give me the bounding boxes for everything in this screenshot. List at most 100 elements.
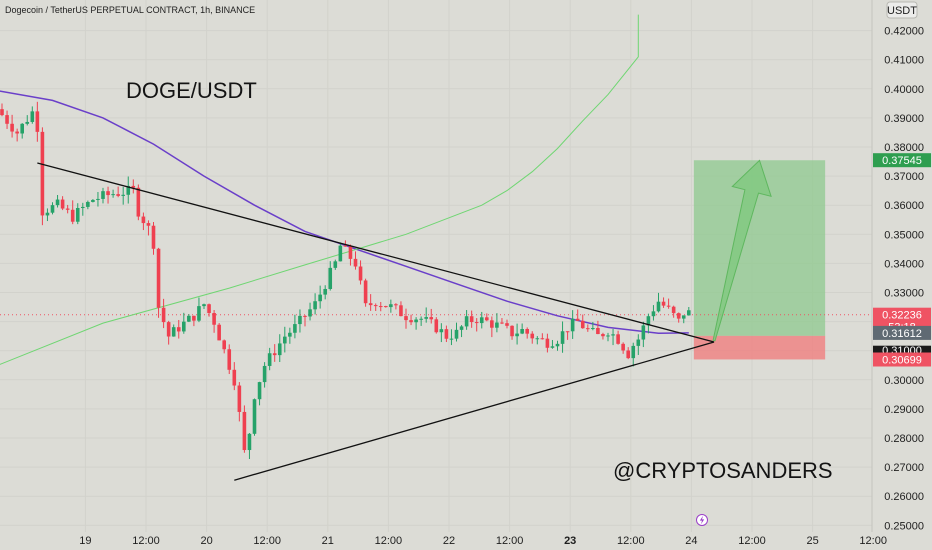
target-arrow [712,159,772,342]
candle-body [91,199,95,202]
target-arrow-layer [712,159,772,342]
time-axis-background [0,532,872,550]
candle-body [60,199,65,209]
candle-body [75,208,80,222]
candle-body [565,331,570,333]
moving-average-line [0,90,689,334]
price-tick-label: 0.40000 [884,84,924,96]
time-tick-label: 12:00 [738,535,766,547]
candle-body [146,223,151,226]
stop-zone [693,335,826,360]
candle-body [444,329,449,339]
candle-body [414,319,418,323]
candle-body [277,343,282,356]
candle-body [389,304,393,308]
candle-body [545,338,550,348]
candle-body [580,320,585,329]
time-tick-label: 12:00 [496,535,524,547]
price-tick-label: 0.26000 [884,491,924,503]
candle-body [596,328,600,335]
price-badges: 0.37545 0.32236 53:18 0.31612 0.31000 0.… [873,153,931,367]
candle-body [166,322,171,337]
candle-body [182,321,186,332]
candle-body [30,111,35,122]
candle-body [55,199,60,206]
candle-body [601,334,605,337]
candle-body [111,194,115,196]
price-tick-label: 0.27000 [884,462,924,474]
candle-body [96,198,100,200]
time-tick-label: 12:00 [617,535,645,547]
green-curve-line [0,14,639,365]
candle-body [656,301,661,312]
candle-body [510,325,514,337]
candle-body [308,309,312,317]
candle-body [676,313,681,319]
candle-body [303,315,307,317]
candle-body [101,191,105,199]
candle-body [368,303,373,306]
candle-body [252,399,257,434]
svg-text:0.31612: 0.31612 [882,328,922,340]
candle-body [621,343,625,351]
candle-body [318,294,322,302]
candle-body [171,327,176,337]
trendlines-layer [37,162,715,481]
candle-body [636,339,641,346]
price-tick-label: 0.38000 [884,142,924,154]
candle-body [479,317,484,324]
candle-body [570,318,575,332]
candle-body [434,319,439,333]
price-tick-label: 0.39000 [884,113,924,125]
candle-body [267,353,272,366]
price-tick-label: 0.36000 [884,200,924,212]
grid-layer [0,0,873,532]
candle-body [293,324,297,333]
currency-label: USDT [887,5,917,17]
candle-body [454,329,459,339]
candle-body [262,365,267,383]
candle-body [45,212,50,216]
candle-body [257,382,262,400]
price-axis-ticks[interactable]: 0.25000 0.26000 0.27000 0.28000 0.29000 0.300… [884,26,924,533]
price-axis-background [872,0,932,550]
lightning-icon[interactable] [696,514,708,526]
candle-body [485,317,489,321]
candle-body [439,329,444,333]
candle-body [520,328,524,334]
candle-body [555,343,560,347]
candle-body [429,317,434,320]
candle-body [20,123,24,134]
candle-body [207,304,211,314]
candle-body [404,316,408,321]
candle-body [141,216,146,224]
time-tick-label: 12:00 [132,535,160,547]
stop-price-badge: 0.30699 [873,352,931,367]
candle-body [50,205,55,213]
currency-button[interactable]: USDT [886,1,918,19]
time-axis-ticks[interactable]: 19 12:00 20 12:00 21 12:00 22 12:00 23 12:00 24 12:… [79,535,887,547]
candle-body [151,225,156,249]
candle-body [338,245,343,262]
candle-body [626,350,630,359]
candle-body [424,317,428,319]
candle-body [161,307,166,323]
candle-body [131,185,136,188]
candle-body [550,346,555,348]
candle-body [495,322,499,328]
time-tick-label: 12:00 [253,535,281,547]
candle-body [247,433,252,451]
candle-body [192,315,196,321]
time-tick-label: 21 [322,535,334,547]
candle-body [217,324,221,341]
price-tick-label: 0.33000 [884,288,924,300]
moving-average-layer [0,90,689,334]
price-tick-label: 0.25000 [884,520,924,532]
candle-body [202,304,206,307]
candle-body [681,315,686,319]
candle-body [378,306,383,308]
candle-body [449,338,454,340]
candle-body [530,333,535,339]
price-tick-label: 0.35000 [884,229,924,241]
